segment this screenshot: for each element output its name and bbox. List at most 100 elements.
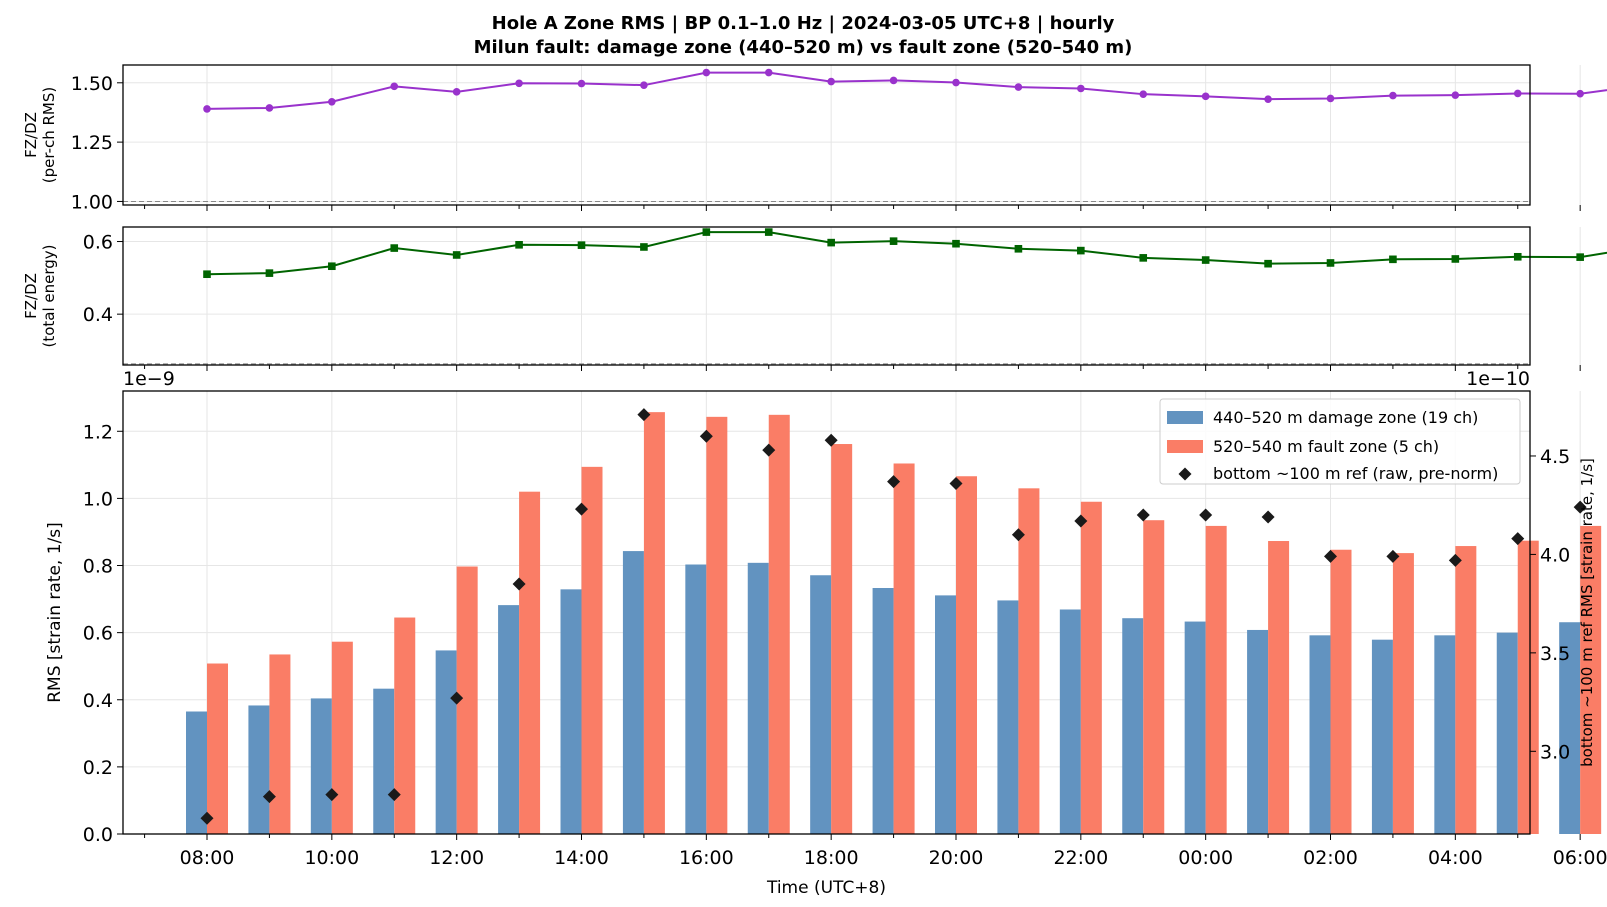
y-tick-label: 0.2 — [83, 757, 113, 779]
legend-swatch-bottom-ref — [1178, 467, 1192, 481]
bar-fault-zone — [1268, 541, 1290, 834]
bar-fault-zone — [768, 414, 790, 834]
bar-fault-zone — [519, 491, 541, 834]
data-point — [889, 76, 898, 85]
legend-label: 520–540 m fault zone (5 ch) — [1213, 437, 1439, 456]
data-point — [328, 262, 336, 271]
marker-bottom-ref — [887, 475, 901, 489]
bar-damage-zone — [498, 605, 520, 834]
y-tick-label: 1.2 — [83, 421, 113, 443]
data-point — [1201, 256, 1210, 264]
y-right-tick-label: 4.0 — [1540, 544, 1570, 566]
data-point — [452, 251, 461, 259]
bar-damage-zone — [1184, 621, 1206, 834]
data-point — [203, 105, 211, 113]
y-tick-label: 1.50 — [71, 73, 113, 95]
x-axis-label: Time (UTC+8) — [766, 878, 886, 898]
y-right-axis-label: bottom ~100 m ref RMS [strain rate, 1/s] — [1578, 458, 1596, 767]
bar-fault-zone — [1455, 546, 1477, 834]
data-point — [265, 104, 274, 112]
data-point — [1389, 255, 1397, 264]
bar-damage-zone — [1122, 618, 1144, 834]
marker-bottom-ref — [325, 788, 339, 802]
bar-damage-zone — [810, 575, 832, 834]
marker-bottom-ref — [1448, 553, 1462, 567]
bar-fault-zone — [207, 663, 228, 834]
data-point — [515, 240, 523, 249]
data-point — [1077, 246, 1085, 255]
bar-damage-zone — [685, 564, 707, 834]
legend-label: bottom ~100 m ref (raw, pre-norm) — [1213, 464, 1498, 483]
bar-fault-zone — [269, 654, 291, 834]
data-point — [1513, 252, 1522, 261]
data-point — [1077, 84, 1085, 93]
bar-fault-zone — [1330, 549, 1352, 834]
y-axis-label: RMS [strain rate, 1/s] — [45, 522, 65, 703]
marker-bottom-ref — [1011, 528, 1025, 542]
bar-fault-zone — [1018, 488, 1040, 834]
marker-bottom-ref — [1324, 549, 1337, 563]
y-right-tick-label: 4.5 — [1540, 446, 1570, 468]
panel-zone-rms-bars: 08:00 10:00 12:00 14:00 16:00 18:00 20:00 22:00… — [45, 368, 1607, 898]
bar-fault-zone — [1080, 501, 1102, 834]
x-tick-label: 10:00 — [304, 847, 359, 869]
plot-frame — [122, 390, 1531, 835]
y-tick-label: 1.25 — [71, 132, 113, 154]
marker-bottom-ref — [1199, 508, 1213, 522]
data-point — [577, 79, 586, 88]
bar-fault-zone — [956, 476, 977, 834]
y-axis-label-sub: (per-ch RMS) — [40, 87, 58, 183]
marker-bottom-ref — [1386, 549, 1400, 563]
marker-bottom-ref — [1136, 508, 1150, 522]
x-tick-label: 22:00 — [1053, 847, 1108, 869]
marker-bottom-ref — [1573, 500, 1587, 514]
marker-bottom-ref — [387, 788, 401, 802]
y-axis-label: FZ/DZ — [22, 273, 40, 319]
bar-fault-zone — [831, 444, 853, 834]
marker-bottom-ref — [1261, 510, 1275, 524]
data-point — [452, 88, 461, 96]
bar-damage-zone — [935, 595, 956, 834]
legend-swatch-fault-zone — [1167, 440, 1203, 453]
bar-fault-zone — [893, 463, 915, 834]
y-right-tick-label: 3.0 — [1540, 741, 1570, 763]
y-tick-label: 0.6 — [83, 232, 113, 254]
marker-bottom-ref — [262, 790, 276, 804]
data-point — [764, 68, 773, 77]
bar-damage-zone — [560, 589, 582, 834]
data-point — [1264, 259, 1272, 268]
bar-damage-zone — [872, 588, 894, 834]
y-tick-label: 0.6 — [83, 623, 113, 645]
data-point — [328, 97, 336, 106]
marker-bottom-ref — [699, 429, 713, 443]
x-tick-label: 04:00 — [1428, 847, 1483, 869]
y-right-tick-label: 3.5 — [1540, 643, 1570, 665]
y-tick-label: 0.4 — [83, 304, 113, 326]
data-point — [702, 68, 711, 77]
plot-frame — [122, 64, 1531, 206]
data-point — [1139, 90, 1148, 98]
x-tick-label: 18:00 — [804, 847, 859, 869]
bar-damage-zone — [1434, 635, 1456, 834]
legend-box — [1159, 398, 1521, 485]
data-point — [952, 78, 960, 87]
data-point — [1576, 253, 1584, 261]
data-point — [1451, 91, 1460, 99]
data-point — [1014, 83, 1023, 91]
data-point — [640, 81, 648, 89]
bar-damage-zone — [1059, 609, 1081, 834]
bar-damage-zone — [1496, 632, 1518, 834]
series-line — [206, 231, 1607, 276]
data-point — [1389, 91, 1397, 100]
panel-total-energy-ratio: 0.4 0.6 FZ/DZ (total energy) — [22, 226, 1607, 371]
x-tick-label: 00:00 — [1178, 847, 1233, 869]
data-point — [203, 270, 211, 279]
data-point — [1201, 92, 1210, 101]
data-point — [1326, 94, 1335, 103]
data-point — [390, 82, 399, 91]
marker-bottom-ref — [512, 577, 526, 591]
y-tick-label: 0.4 — [83, 690, 113, 712]
y-axis-label: FZ/DZ — [22, 112, 40, 158]
bar-fault-zone — [643, 412, 665, 834]
